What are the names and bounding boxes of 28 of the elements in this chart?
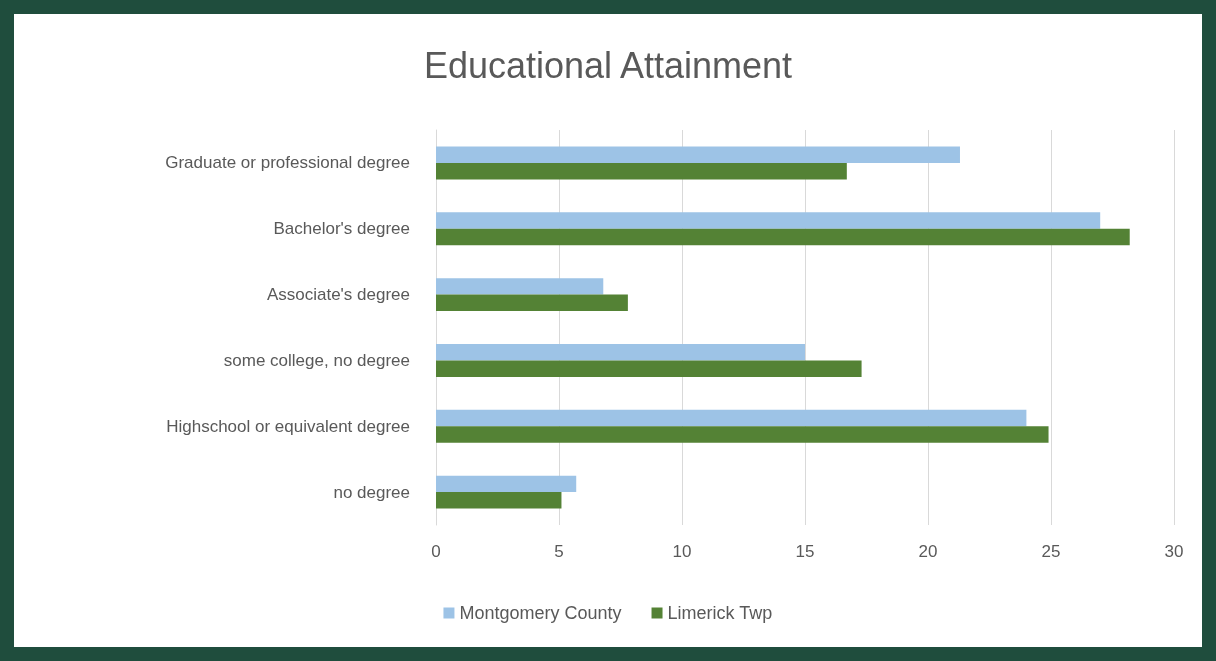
- bar: [436, 212, 1101, 229]
- bar: [436, 492, 562, 509]
- x-tick-label: 15: [795, 542, 815, 561]
- bar: [436, 360, 862, 377]
- x-tick-label: 0: [431, 542, 441, 561]
- bar: [436, 278, 604, 295]
- y-tick-label: Associate's degree: [266, 285, 410, 305]
- bar: [436, 343, 805, 361]
- bar: [436, 426, 1049, 443]
- y-tick-label: Graduate or professional degree: [165, 153, 410, 173]
- y-tick-label: Highschool or equivalent degree: [166, 416, 410, 436]
- legend-label: Limerick Twp: [667, 603, 773, 623]
- x-tick-label: 30: [1164, 542, 1184, 561]
- x-tick-label: 10: [672, 542, 692, 561]
- legend-label: Montgomery County: [459, 603, 622, 623]
- x-tick-label: 20: [918, 542, 938, 561]
- bar: [436, 409, 1027, 427]
- bar: [436, 146, 960, 163]
- x-tick-label: 25: [1041, 542, 1061, 561]
- x-tick-label: 5: [554, 542, 564, 561]
- y-tick-label: Bachelor's degree: [273, 219, 410, 239]
- chart-title: Educational Attainment: [423, 44, 793, 86]
- y-tick-label: no degree: [333, 482, 410, 502]
- y-tick-label: some college, no degree: [223, 350, 410, 370]
- bar: [436, 162, 847, 180]
- bar: [436, 228, 1130, 246]
- bar: [436, 294, 628, 312]
- bar: [436, 475, 577, 493]
